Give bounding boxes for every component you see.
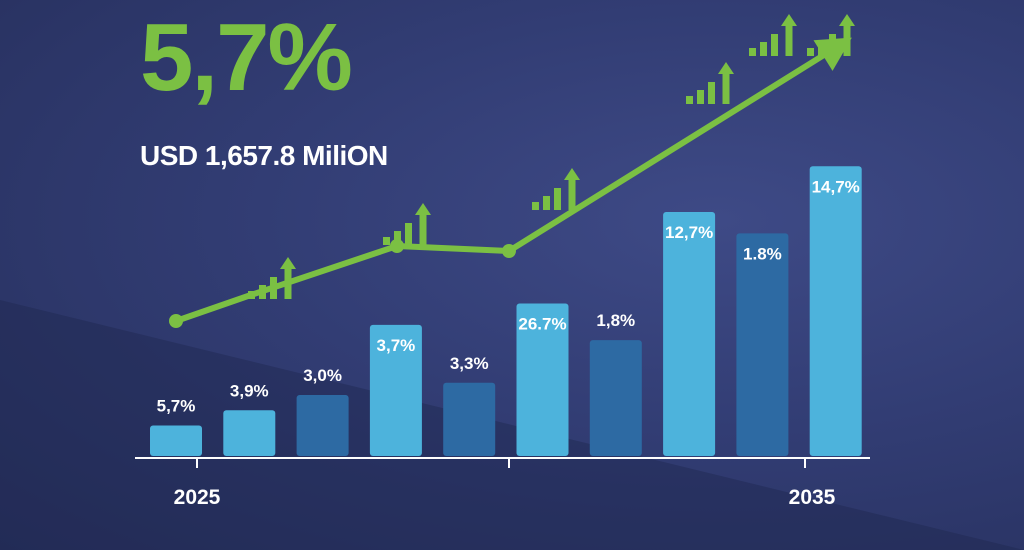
market-value-subheadline: USD 1,657.8 MiliON: [140, 140, 388, 171]
bar-4: [369, 324, 422, 456]
trend-arrow-head: [813, 37, 852, 71]
bar-10: [809, 166, 862, 456]
headline-growth-rate: 5,7%: [140, 4, 353, 111]
bar-value-label: 1,8%: [596, 311, 635, 330]
trend-point: [502, 244, 516, 258]
bar-7: [589, 340, 642, 456]
bar-9: [736, 233, 789, 456]
bar-value-label: 12,7%: [665, 223, 713, 242]
x-axis: 2025 2035: [135, 457, 870, 509]
growth-chart-icon: [383, 203, 431, 245]
bar-labels-layer: 5,7% 3,9% 3,0% 3,7% 3,3% 26.7% 1,8% 12,7% 1.8% 14…: [157, 177, 860, 415]
bar-8: [663, 212, 716, 456]
bar-value-label: 3,0%: [303, 366, 342, 385]
bar-1: [150, 425, 202, 456]
bar-value-label: 1.8%: [743, 244, 782, 263]
bar-value-label: 3,3%: [450, 354, 489, 373]
bar-2: [223, 410, 276, 456]
x-tick-label-2025: 2025: [174, 486, 221, 509]
bar-value-label: 26.7%: [518, 315, 566, 334]
bar-5: [443, 382, 496, 456]
x-tick-label-2035: 2035: [789, 486, 836, 509]
bar-value-label: 3,7%: [377, 336, 416, 355]
bar-3: [296, 395, 349, 456]
growth-chart-icon: [532, 168, 580, 210]
trend-line-layer: [169, 37, 852, 328]
growth-chart-icon: [686, 62, 734, 104]
trend-point: [390, 239, 404, 253]
bar-value-label: 14,7%: [812, 177, 860, 196]
bar-value-label: 5,7%: [157, 397, 196, 416]
bar-value-label: 3,9%: [230, 381, 269, 400]
bars-layer: [150, 166, 862, 456]
growth-chart-icon: [749, 14, 797, 56]
trend-point: [169, 314, 183, 328]
bar-6: [516, 303, 569, 456]
